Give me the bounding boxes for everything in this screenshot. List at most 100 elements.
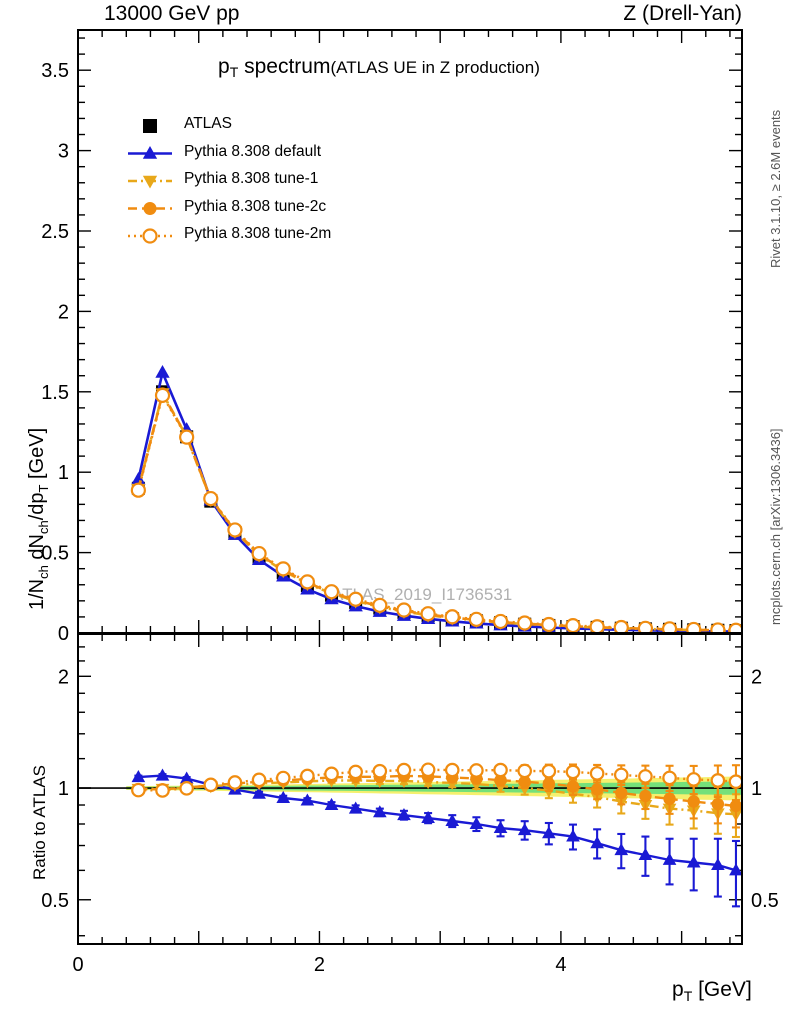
marker-circle-open — [710, 622, 726, 632]
marker-circle-open — [142, 228, 158, 244]
marker-circle-open — [300, 768, 315, 784]
marker-circle-open — [420, 606, 436, 622]
marker-triangle-up — [445, 813, 460, 826]
header-beam-label: 13000 GeV pp — [104, 2, 240, 25]
marker-triangle-up — [131, 769, 146, 783]
marker-circle-open — [251, 772, 267, 788]
legend-entry-1 — [128, 146, 172, 159]
marker-triangle-down — [566, 788, 580, 801]
marker-circle-open — [203, 777, 219, 793]
main-y-tick-label: 0 — [58, 623, 69, 645]
marker-triangle-up — [142, 146, 158, 159]
marker-circle — [729, 624, 741, 632]
mcplots-source-label: mcplots.cern.ch [arXiv:1306.3436] — [768, 428, 783, 625]
marker-triangle-down — [541, 620, 556, 632]
marker-square — [711, 623, 725, 632]
marker-triangle-down — [542, 785, 556, 798]
y-title-sub3: T — [36, 484, 51, 493]
marker-triangle-down — [251, 549, 267, 563]
marker-square — [494, 616, 508, 630]
marker-circle-open — [565, 618, 581, 632]
marker-circle — [590, 620, 604, 632]
marker-circle-open — [661, 621, 678, 632]
ratio-y-axis-title: Ratio to ATLAS — [30, 765, 49, 880]
y-title-part1: 1/N — [26, 578, 48, 610]
marker-circle — [494, 773, 507, 787]
main-y-axis-title: 1/Nch dNch/dpT [GeV] — [26, 428, 51, 610]
marker-circle — [132, 782, 145, 796]
marker-triangle-up — [252, 786, 266, 799]
marker-triangle-up — [615, 622, 627, 632]
marker-square — [542, 618, 556, 632]
marker-circle — [687, 795, 700, 808]
marker-triangle-up — [713, 623, 723, 632]
marker-triangle-down — [710, 625, 726, 632]
ratio-band-yellow — [126, 776, 743, 801]
marker-circle — [687, 623, 701, 632]
marker-triangle-up — [155, 365, 170, 378]
x-tick-label: 4 — [555, 954, 566, 976]
marker-circle-open — [203, 490, 219, 507]
marker-triangle-down — [469, 615, 484, 628]
marker-square — [729, 624, 741, 632]
marker-circle-open — [662, 770, 677, 786]
marker-triangle-up — [203, 492, 218, 506]
marker-square — [204, 494, 218, 508]
marker-circle — [470, 772, 483, 785]
marker-circle-open — [493, 762, 508, 778]
marker-circle-open — [468, 611, 484, 627]
marker-triangle-down — [300, 578, 315, 592]
marker-square — [469, 614, 483, 628]
legend-entry-3 — [128, 202, 172, 215]
marker-triangle-down — [276, 777, 291, 790]
marker-circle-open — [728, 622, 741, 632]
marker-square — [300, 579, 314, 593]
marker-circle — [277, 774, 290, 787]
legend-label-0: ATLAS — [184, 115, 232, 132]
marker-triangle-up — [228, 782, 242, 795]
marker-circle — [446, 771, 459, 784]
marker-square — [518, 617, 532, 631]
marker-circle — [204, 779, 217, 792]
marker-triangle-down — [686, 624, 701, 632]
marker-circle-open — [517, 615, 533, 631]
marker-circle-open — [637, 620, 654, 632]
x-title-unit: [GeV] — [692, 978, 752, 1001]
marker-triangle-down — [276, 565, 291, 579]
marker-circle-open — [130, 482, 146, 498]
marker-circle — [566, 619, 580, 632]
legend-entry-4 — [128, 228, 172, 244]
plot-title-rest: spectrum — [238, 55, 331, 78]
marker-triangle-down — [686, 805, 701, 818]
analysis-watermark: ATLAS_2019_I1736531 — [332, 585, 513, 604]
marker-circle — [518, 775, 531, 788]
ratio-panel-frame — [77, 633, 743, 945]
marker-circle-open — [492, 613, 509, 630]
marker-triangle-up — [517, 823, 532, 836]
plot-title: pT spectrum(ATLAS UE in Z production) — [218, 55, 540, 80]
marker-triangle-up — [686, 855, 701, 868]
marker-triangle-down — [589, 622, 605, 632]
marker-circle — [663, 622, 677, 632]
marker-circle — [421, 770, 435, 783]
marker-triangle-down — [565, 621, 581, 632]
main-y-tick-label: 2.5 — [41, 221, 69, 243]
legend-label-2: Pythia 8.308 tune-1 — [184, 170, 319, 187]
marker-circle-open — [444, 609, 460, 625]
marker-circle-open — [613, 619, 629, 632]
marker-triangle-up — [421, 810, 435, 824]
marker-circle-open — [179, 781, 194, 796]
ratio-y-tick-label-right: 1 — [751, 778, 762, 800]
marker-triangle-up — [420, 611, 436, 625]
marker-circle — [228, 524, 242, 538]
x-axis-title: pT [GeV] — [672, 978, 752, 1004]
marker-circle-open — [589, 766, 605, 781]
marker-circle-open — [179, 429, 195, 445]
marker-triangle-up — [614, 843, 629, 856]
marker-circle-open — [589, 619, 605, 632]
marker-circle-open — [396, 602, 412, 618]
main-y-tick-label: 3 — [58, 141, 69, 163]
header-process-label: Z (Drell-Yan) — [623, 2, 742, 25]
marker-triangle-down — [469, 779, 484, 792]
marker-square — [156, 385, 170, 399]
